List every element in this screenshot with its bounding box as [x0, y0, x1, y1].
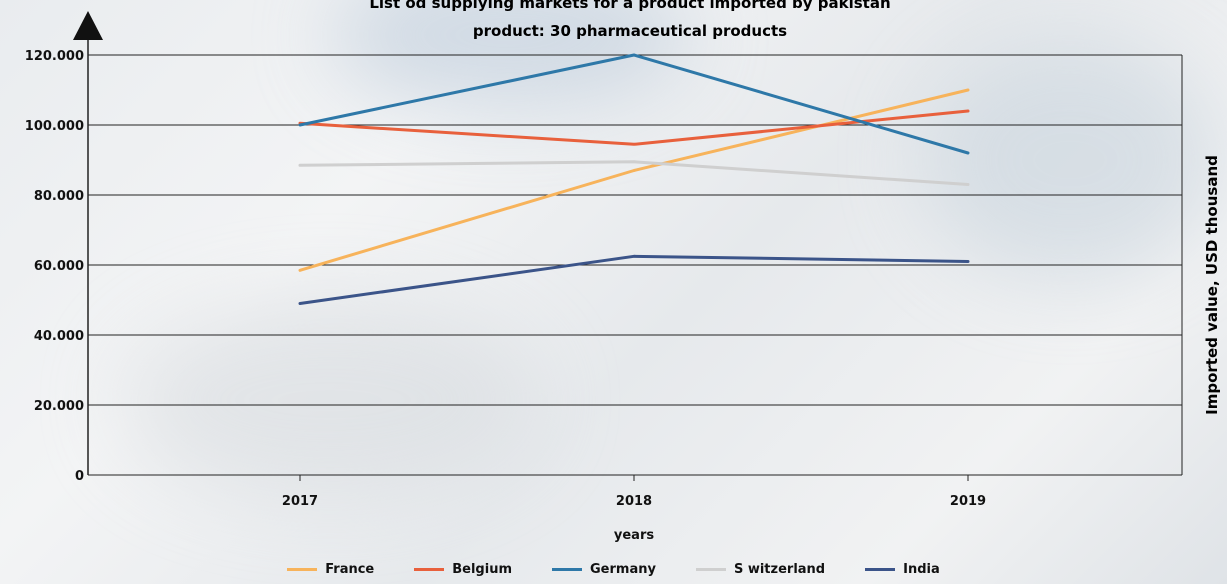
legend-swatch — [552, 568, 582, 571]
chart-subtitle: product: 30 pharmaceutical products — [472, 22, 788, 40]
legend-swatch — [865, 568, 896, 571]
legend-item: India — [865, 562, 940, 577]
legend-item: Belgium — [414, 562, 512, 577]
legend: France Belgium Germany S witzerland India — [0, 562, 1227, 577]
series-line-belgium — [298, 109, 970, 146]
legend-label: India — [903, 562, 940, 577]
x-tick-label: 2017 — [282, 494, 318, 509]
x-axis-label: years — [613, 528, 655, 543]
legend-swatch — [414, 568, 445, 571]
y-tick-label: 60.000 — [34, 259, 84, 274]
tick-labels: 0 20.000 40.000 60.000 80.000 100.000 120.000 2… — [25, 49, 986, 509]
x-tick-label: 2018 — [616, 494, 652, 509]
x-tick-label: 2019 — [950, 494, 986, 509]
y-tick-label: 120.000 — [25, 49, 84, 64]
legend-swatch — [695, 568, 726, 571]
y-tick-label: 40.000 — [34, 329, 84, 344]
series-line-france — [298, 88, 970, 272]
y-tick-label: 20.000 — [34, 399, 84, 414]
legend-label: Belgium — [452, 562, 512, 577]
y-tick-label: 80.000 — [34, 189, 84, 204]
legend-label: Germany — [590, 562, 656, 577]
legend-swatch — [287, 568, 318, 571]
legend-item: France — [287, 562, 374, 577]
legend-item: Germany — [552, 562, 656, 577]
series-lines — [298, 53, 970, 305]
axes — [73, 11, 1183, 481]
legend-label: S witzerland — [733, 562, 826, 577]
grid — [88, 54, 1182, 406]
legend-item: S witzerland — [695, 562, 826, 577]
series-line-s-witzerland — [298, 160, 970, 186]
legend-label: France — [325, 562, 375, 577]
y-axis-arrow — [73, 11, 103, 40]
series-line-germany — [298, 53, 970, 155]
y-tick-label: 0 — [75, 469, 84, 484]
y-tick-label: 100.000 — [25, 119, 84, 134]
y-axis-label: Imported value, USD thousand — [1203, 155, 1221, 415]
chart-title: List od supplying markets for a product … — [369, 0, 891, 12]
series-line-india — [298, 254, 970, 305]
